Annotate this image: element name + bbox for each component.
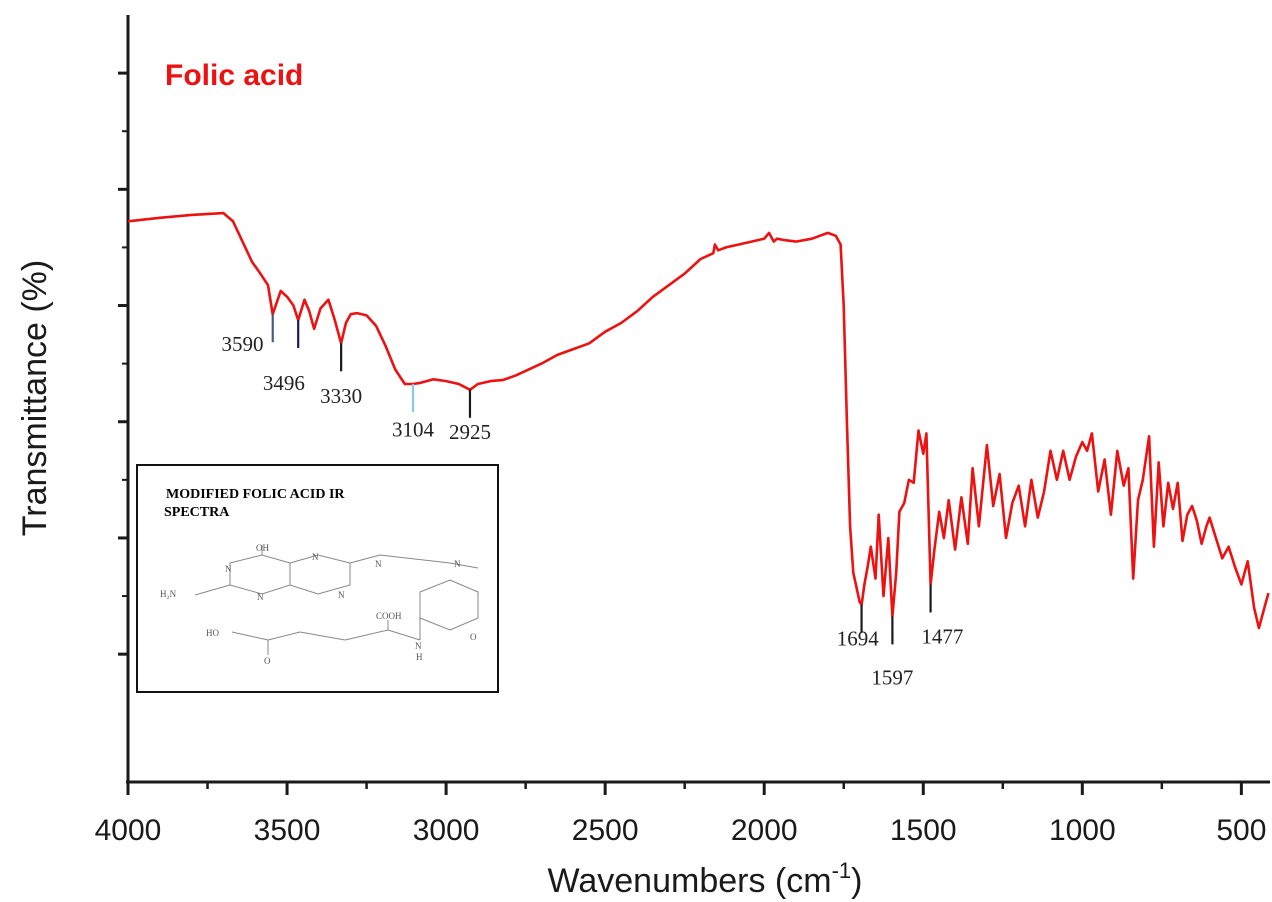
mol-n-label-1: N bbox=[225, 564, 232, 574]
pterin-ring-right bbox=[289, 554, 351, 595]
peak-label: 3104 bbox=[392, 417, 435, 441]
x-tick-label: 500 bbox=[1216, 814, 1266, 847]
inset-border bbox=[136, 464, 499, 693]
x-tick-label: 1000 bbox=[1049, 814, 1116, 847]
peak-annotation-1477: 1477 bbox=[921, 584, 963, 649]
x-axis-title-unit: (cm bbox=[775, 862, 832, 900]
x-tick-label: 3500 bbox=[254, 814, 321, 847]
acid-bond bbox=[231, 631, 269, 641]
peak-annotation-3496: 3496 bbox=[263, 320, 305, 395]
inset-title-line-2: SPECTRA bbox=[164, 505, 230, 520]
axes: 4000 3500 3000 2500 2000 1500 1000 500 bbox=[95, 15, 1270, 847]
mol-o-label-1: O bbox=[264, 656, 271, 666]
x-axis-title-unit-exponent: -1 bbox=[832, 858, 852, 883]
x-tick-label: 2500 bbox=[572, 814, 639, 847]
x-axis-tick-labels: 4000 3500 3000 2500 2000 1500 1000 500 bbox=[95, 814, 1267, 847]
x-axis-title-unit-close: ) bbox=[851, 862, 862, 900]
glutamate-bond-1 bbox=[387, 629, 421, 641]
y-axis-ticks bbox=[118, 71, 128, 656]
methylene-bond bbox=[379, 554, 451, 564]
x-tick-label: 1500 bbox=[890, 814, 957, 847]
pterin-bridge-bond bbox=[349, 554, 381, 564]
peak-label: 3496 bbox=[263, 371, 305, 395]
mol-n-label-4: N bbox=[338, 590, 345, 600]
nh2-bond bbox=[194, 584, 231, 596]
chart-title: Folic acid bbox=[165, 59, 303, 92]
folic-acid-structure bbox=[194, 545, 479, 655]
spectrum-series-line bbox=[127, 211, 1270, 630]
inset-title-line-1: MODIFIED FOLIC ACID IR bbox=[166, 487, 345, 502]
peak-annotation-3330: 3330 bbox=[320, 343, 362, 408]
x-tick-label: 2000 bbox=[731, 814, 798, 847]
y-axis-title: Transmittance (%) bbox=[16, 260, 54, 536]
peak-annotation-3104: 3104 bbox=[392, 383, 435, 441]
x-tick-label: 4000 bbox=[95, 814, 162, 847]
amine-bond bbox=[449, 562, 479, 569]
inset-box: MODIFIED FOLIC ACID IR SPECTRA OH H₂N N … bbox=[136, 464, 499, 693]
glutamate-bond-4 bbox=[267, 631, 301, 641]
peak-label: 3590 bbox=[222, 332, 264, 356]
peak-annotation-2925: 2925 bbox=[449, 389, 491, 444]
mol-n-label-6: N bbox=[454, 559, 461, 569]
peak-label: 2925 bbox=[449, 420, 491, 444]
peak-label: 3330 bbox=[320, 384, 362, 408]
mol-nh-label: N bbox=[415, 641, 422, 651]
glutamate-bond-2 bbox=[344, 629, 389, 641]
x-tick-label: 3000 bbox=[413, 814, 480, 847]
mol-o-label-2: O bbox=[470, 632, 477, 642]
x-axis-ticks bbox=[126, 782, 1243, 795]
mol-oh-label: OH bbox=[256, 543, 269, 553]
mol-h-label: H bbox=[416, 652, 423, 662]
x-axis-title-main: Wavenumbers bbox=[548, 862, 766, 900]
peak-annotation-1694: 1694 bbox=[837, 604, 880, 650]
mol-ho-label: HO bbox=[206, 628, 219, 638]
mol-nh2-label: H₂N bbox=[160, 589, 177, 599]
peak-annotations: 3590 3496 3330 3104 2925 1694 1597 1477 bbox=[222, 314, 963, 689]
mol-n-label-3: N bbox=[312, 552, 319, 562]
series-layer bbox=[127, 211, 1270, 630]
mol-n-label-2: N bbox=[257, 592, 264, 602]
peak-label: 1694 bbox=[837, 626, 880, 650]
glutamate-bond-3 bbox=[299, 631, 346, 641]
x-axis-title: Wavenumbers (cm-1) bbox=[548, 858, 863, 900]
peak-annotation-1597: 1597 bbox=[871, 616, 913, 689]
mol-n-label-5: N bbox=[375, 559, 382, 569]
peak-label: 1597 bbox=[871, 665, 913, 689]
peak-annotation-3590: 3590 bbox=[222, 314, 274, 356]
peak-label: 1477 bbox=[921, 625, 963, 649]
mol-cooh-label: COOH bbox=[376, 611, 402, 621]
